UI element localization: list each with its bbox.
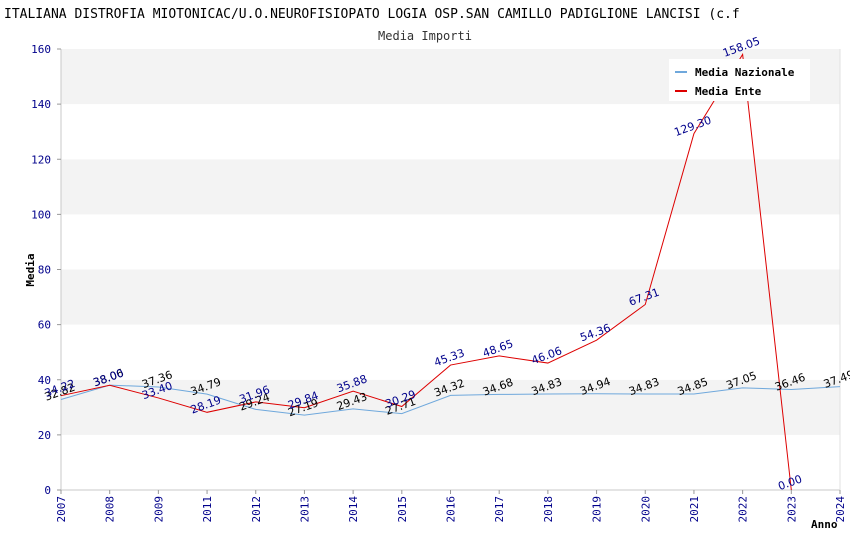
x-tick-label: 2012	[250, 496, 263, 523]
x-tick-label: 2023	[785, 496, 798, 523]
x-tick-label: 2019	[591, 496, 604, 523]
series-lines	[60, 52, 841, 491]
y-tick-label: 140	[31, 98, 51, 111]
series-line-media-nazionale	[60, 384, 841, 416]
grid-band	[61, 324, 840, 380]
x-tick-label: 2017	[493, 496, 506, 523]
x-tick-label: 2018	[542, 496, 555, 523]
series-line-media-ente	[60, 52, 792, 491]
grid-band	[61, 269, 840, 325]
x-tick-labels: 2007 2008 2009 2011 2012 2013 2014 2015 2016 2017…	[55, 496, 847, 523]
y-tick-label: 0	[44, 484, 51, 497]
y-tick-label: 80	[38, 264, 51, 277]
x-tick-label: 2014	[347, 496, 360, 523]
x-tick-label: 2011	[201, 496, 214, 523]
x-tick-label: 2021	[688, 496, 701, 523]
x-tick-label: 2007	[55, 496, 68, 523]
legend-box	[669, 59, 810, 101]
x-tick-label: 2013	[298, 496, 311, 523]
x-tick-label: 2015	[396, 496, 409, 523]
y-tick-label: 160	[31, 43, 51, 56]
y-tick-label: 60	[38, 319, 51, 332]
chart-subtitle: Media Importi	[378, 29, 472, 43]
x-tick-label: 2024	[834, 496, 847, 523]
x-tick-label: 2009	[152, 496, 165, 523]
legend: Media Nazionale Media Ente	[669, 59, 810, 101]
y-tick-label: 40	[38, 374, 51, 387]
x-tick-label: 2020	[639, 496, 652, 523]
grid-band	[61, 434, 840, 490]
y-axis-label: Media	[24, 253, 37, 286]
legend-label-media-nazionale: Media Nazionale	[695, 66, 795, 79]
axes	[57, 48, 841, 494]
grid-band	[61, 104, 840, 160]
grid-band	[61, 159, 840, 215]
x-tick-label: 2008	[104, 496, 117, 523]
x-axis-label: Anno	[811, 518, 838, 531]
legend-label-media-ente: Media Ente	[695, 85, 762, 98]
x-tick-label: 2022	[737, 496, 750, 523]
y-tick-label: 20	[38, 429, 51, 442]
grid-band	[61, 214, 840, 270]
chart-title: ITALIANA DISTROFIA MIOTONICAC/U.O.NEUROF…	[4, 7, 740, 22]
x-tick-label: 2016	[445, 496, 458, 523]
y-tick-label: 120	[31, 153, 51, 166]
grid-bands	[61, 49, 840, 490]
y-tick-labels: 0 20 40 60 80 100 120 140 160	[31, 43, 51, 497]
y-tick-label: 100	[31, 208, 51, 221]
